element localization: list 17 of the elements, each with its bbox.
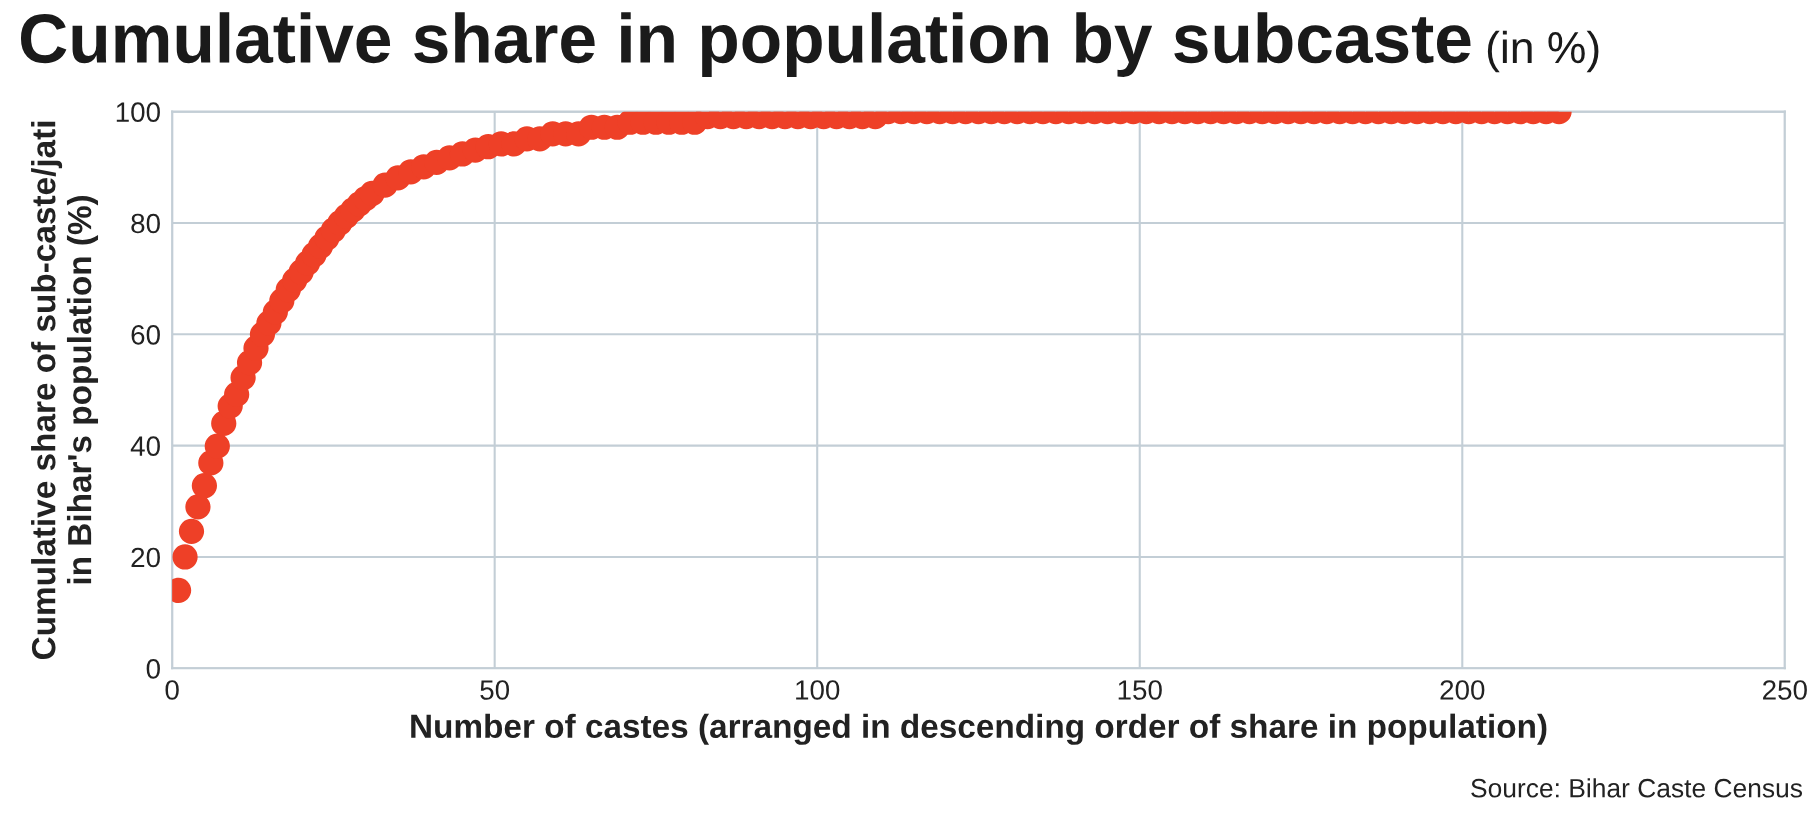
x-tick-label: 250 bbox=[1763, 680, 1807, 700]
x-tick-label: 200 bbox=[1440, 680, 1485, 700]
y-tick-label: 20 bbox=[131, 547, 160, 568]
y-tick-label: 0 bbox=[146, 658, 160, 679]
y-tick-label: 60 bbox=[131, 324, 160, 345]
source-note: Source: Bihar Caste Census bbox=[1471, 778, 1802, 798]
y-tick-label: 80 bbox=[131, 213, 160, 234]
x-tick-label: 0 bbox=[165, 680, 179, 700]
chart-subtitle: (in %) bbox=[1487, 30, 1599, 73]
y-axis-title: Cumulative share of sub-caste/jati in Bihar's population (%) bbox=[31, 121, 99, 660]
x-tick-label: 100 bbox=[796, 680, 840, 700]
y-tick-label: 100 bbox=[116, 102, 160, 122]
x-tick-label: 50 bbox=[480, 680, 510, 700]
x-tick-label: 150 bbox=[1118, 680, 1162, 700]
chart-title: Cumulative share in population by subcaste bbox=[20, 12, 1471, 77]
y-tick-label: 40 bbox=[130, 436, 160, 456]
x-axis-title: Number of castes (arranged in descending order of share in population) bbox=[411, 713, 1547, 745]
